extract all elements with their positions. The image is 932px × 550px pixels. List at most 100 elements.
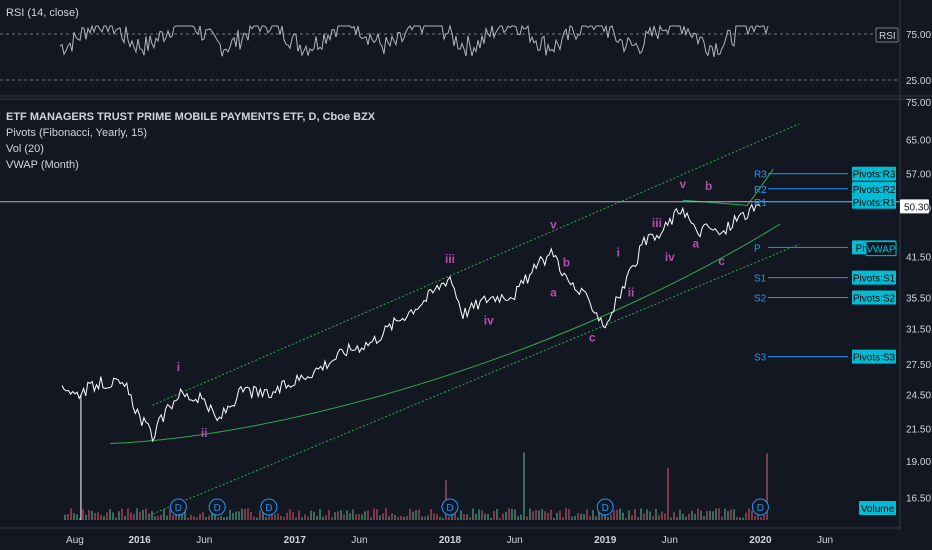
x-tick-label: 2016 [128,535,151,546]
pivot-label: R2 [754,185,767,196]
wave-label: iv [484,314,494,328]
volume-bar [541,509,543,520]
volume-bar [586,509,588,520]
channel-lower [152,243,800,515]
volume-bar [490,517,492,520]
volume-bar [343,514,345,520]
volume-bar [520,514,522,520]
pivot-label: S2 [754,293,767,304]
volume-bar [631,515,633,520]
volume-bar [256,517,258,520]
volume-bar [259,510,261,520]
volume-bar [319,508,321,520]
volume-bar [751,510,753,520]
volume-bar [148,513,150,520]
volume-bar [439,516,441,520]
volume-bar [331,517,333,520]
volume-bar [136,508,138,520]
volume-bar [139,511,141,520]
volume-bar [568,509,570,520]
volume-bar [385,508,387,520]
dividend-marker [596,498,614,516]
volume-bar [709,510,711,520]
volume-bar [394,514,396,520]
indicator-volume[interactable]: Vol (20) [6,143,44,155]
dividend-marker [751,498,769,516]
volume-bar [64,514,66,520]
volume-bar [529,508,531,520]
volume-bar [646,509,648,520]
pivot-tag-box [852,194,896,209]
volume-bar [244,508,246,520]
rsi-line [59,24,769,57]
volume-bar [442,517,444,520]
y-tick-label: 41.50 [906,253,931,264]
volume-bar [91,510,93,520]
volume-bar [559,510,561,520]
volume-bar [172,515,174,520]
y-tick-label: 21.50 [906,424,931,435]
wave-label: ii [201,426,208,440]
wave-label: i [616,246,619,260]
wave-label: iv [665,250,675,264]
volume-bar [724,508,726,520]
indicator-pivots[interactable]: Pivots (Fibonacci, Yearly, 15) [6,127,148,139]
volume-bar [163,509,165,520]
volume-bar [295,517,297,520]
dividend-label: D [446,503,453,514]
volume-bar [484,513,486,520]
volume-bar [271,512,273,520]
volume-bar [589,516,591,520]
volume-bar [373,508,375,520]
volume-bar [472,508,474,520]
volume-bar [463,514,465,520]
volume-bar [391,513,393,520]
pivot-label: S1 [754,274,767,285]
price-line [61,203,761,443]
volume-bar [700,510,702,520]
volume-bar [478,509,480,520]
volume-bar [355,514,357,520]
volume-bar [130,512,132,520]
volume-bar [712,511,714,520]
x-tick-label: Jun [662,535,678,546]
volume-bar [205,517,207,520]
volume-bar [67,514,69,520]
indicator-vwap[interactable]: VWAP (Month) [6,159,79,171]
volume-bar [451,511,453,520]
volume-bar [112,512,114,520]
volume-bar [229,509,231,520]
volume-bar [655,508,657,520]
volume-bar [118,511,120,520]
volume-bar [670,517,672,520]
volume-bar [658,515,660,520]
y-tick-label: 27.50 [906,360,931,371]
rsi-title: RSI (14, close) [6,7,79,19]
volume-bar [382,513,384,520]
pivot-tag: Pivots:R3 [853,170,896,181]
volume-bar [502,513,504,520]
chart-title[interactable]: ETF MANAGERS TRUST PRIME MOBILE PAYMENTS… [6,111,376,123]
wave-label: a [550,286,557,300]
dividend-label: D [214,503,221,514]
volume-bar [247,508,249,520]
volume-bar [364,511,366,520]
volume-bar [481,510,483,520]
volume-bar [310,510,312,520]
dividend-marker [441,498,459,516]
x-tick-label: 2017 [284,535,307,546]
volume-bar [640,508,642,520]
volume-tag: Volume [861,504,895,515]
volume-bar [235,511,237,520]
pivot-label: P [754,243,761,254]
volume-bar [145,508,147,520]
volume-bar [697,508,699,520]
volume-bar [88,509,90,520]
volume-bar [682,513,684,520]
volume-bar [154,516,156,520]
volume-bar [733,509,735,520]
wave-label: c [589,330,596,344]
volume-bar [292,512,294,520]
volume-bar [607,516,609,520]
